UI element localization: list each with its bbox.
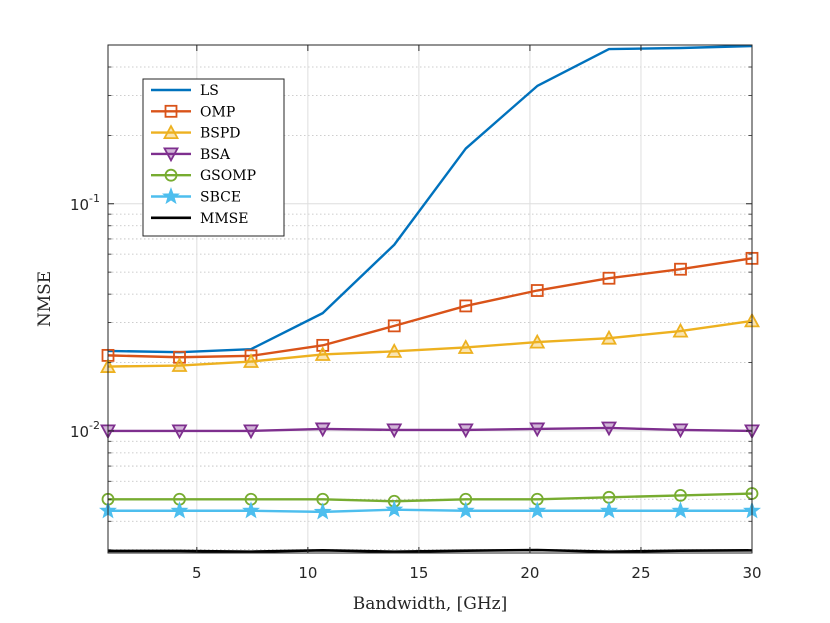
- legend-label-gsomp: GSOMP: [200, 168, 256, 184]
- legend-entry-mmse: MMSE: [151, 211, 248, 227]
- legend-label-mmse: MMSE: [200, 211, 248, 227]
- data-point-omp: [674, 262, 687, 276]
- series-line-omp: [107, 257, 753, 359]
- series-line-sbce: [108, 508, 752, 514]
- legend-marker-gsomp: [164, 168, 178, 182]
- data-point-bspd: [314, 346, 331, 361]
- legend-entry-sbce: SBCE: [151, 187, 241, 206]
- plot-frame: [107, 44, 753, 554]
- data-point-bsa: [243, 424, 260, 440]
- series-mmse: [108, 548, 753, 553]
- data-point-omp: [530, 284, 544, 297]
- x-tick-label: 20: [520, 564, 539, 582]
- data-point-sbce: [671, 501, 690, 519]
- data-point-bspd: [171, 357, 188, 372]
- data-point-bspd: [386, 342, 403, 358]
- y-tick-label: 10-1: [70, 192, 100, 214]
- series-bspd: [99, 312, 761, 373]
- data-point-bsa: [672, 423, 689, 439]
- data-point-sbce: [599, 501, 618, 519]
- data-point-omp: [459, 299, 473, 313]
- ticks-layer: [108, 45, 753, 553]
- legend-entry-omp: OMP: [151, 104, 235, 120]
- legend-marker-bspd: [162, 124, 180, 140]
- data-point-bsa: [386, 423, 403, 439]
- data-point-bsa: [314, 422, 331, 438]
- series-layer: [98, 44, 762, 553]
- data-point-sbce: [170, 501, 189, 519]
- data-point-omp: [602, 271, 616, 285]
- tick-labels: 10-2 10-1 5 10 15 20 25 30: [70, 192, 762, 582]
- x-tick-label: 25: [631, 564, 650, 582]
- series-ls: [107, 44, 753, 354]
- data-point-bspd: [457, 339, 474, 354]
- y-axis-label: NMSE: [35, 271, 55, 327]
- legend-label-ls: LS: [200, 83, 219, 99]
- data-point-sbce: [456, 501, 475, 519]
- legend-entry-ls: LS: [151, 83, 219, 99]
- legend-entry-gsomp: GSOMP: [151, 168, 256, 184]
- data-point-omp: [173, 350, 186, 364]
- data-point-bspd: [243, 353, 260, 368]
- x-tick-label: 15: [409, 564, 428, 582]
- data-point-gsomp: [674, 488, 687, 502]
- data-point-omp: [316, 338, 330, 352]
- legend-label-bsa: BSA: [200, 147, 231, 163]
- data-point-sbce: [313, 502, 332, 520]
- series-line-gsomp: [108, 492, 753, 503]
- legend-label-bspd: BSPD: [200, 126, 241, 142]
- legend: LS OMP BSPD BSA GSOMP SBCE MMSE: [142, 78, 285, 237]
- legend-marker-bsa: [162, 147, 180, 163]
- y-tick-label: 10-2: [70, 419, 100, 441]
- data-point-bspd: [600, 329, 617, 345]
- legend-entry-bsa: BSA: [151, 147, 231, 163]
- legend-marker-omp: [164, 104, 178, 118]
- data-point-bsa: [457, 423, 474, 439]
- data-point-bsa: [529, 422, 546, 438]
- data-point-sbce: [242, 501, 261, 519]
- data-point-bspd: [529, 333, 546, 349]
- legend-label-sbce: SBCE: [200, 190, 241, 206]
- series-line-bsa: [108, 426, 753, 433]
- legend-entry-bspd: BSPD: [151, 124, 241, 142]
- legend-label-omp: OMP: [200, 104, 235, 120]
- data-point-bsa: [600, 421, 617, 437]
- x-tick-label: 10: [298, 564, 317, 582]
- minor-grid: [108, 66, 752, 551]
- legend-marker-sbce: [161, 187, 181, 205]
- data-point-bspd: [672, 322, 689, 338]
- x-tick-label: 5: [192, 564, 202, 582]
- x-axis-label: Bandwidth, [GHz]: [353, 594, 508, 614]
- data-point-sbce: [385, 500, 404, 518]
- data-point-sbce: [528, 501, 547, 519]
- series-line-bspd: [107, 319, 753, 368]
- x-tick-label: 30: [742, 564, 761, 582]
- series-line-ls: [107, 44, 753, 354]
- data-point-omp: [387, 319, 401, 333]
- series-line-mmse: [108, 548, 753, 553]
- data-point-bsa: [171, 424, 188, 440]
